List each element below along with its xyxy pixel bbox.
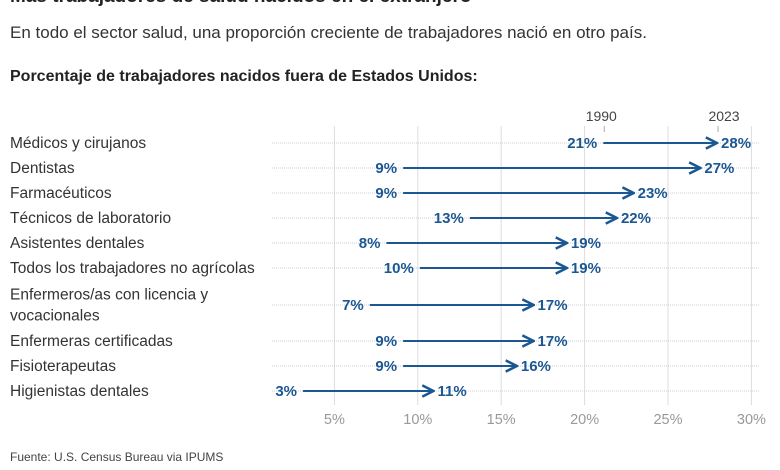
value-1990: 21% bbox=[567, 135, 597, 152]
value-1990: 9% bbox=[375, 333, 397, 350]
category-label: Farmacéuticos bbox=[10, 185, 112, 202]
value-1990: 3% bbox=[275, 383, 297, 400]
x-tick-label: 10% bbox=[403, 412, 432, 428]
category-label: Asistentes dentales bbox=[10, 235, 145, 252]
value-2023: 16% bbox=[521, 358, 551, 375]
category-label: Fisioterapeutas bbox=[10, 358, 116, 375]
chart-heading: Porcentaje de trabajadores nacidos fuera… bbox=[10, 68, 478, 85]
value-1990: 9% bbox=[375, 160, 397, 177]
x-tick-label: 15% bbox=[487, 412, 516, 428]
year-label-end: 2023 bbox=[708, 108, 739, 124]
source-note: Fuente: U.S. Census Bureau via IPUMS bbox=[10, 450, 224, 464]
category-label: Médicos y cirujanos bbox=[10, 135, 146, 152]
chart-title: Más trabajadores de salud nacidos en el … bbox=[10, 0, 471, 8]
category-label: Técnicos de laboratorio bbox=[10, 210, 171, 227]
category-label: Enfermeras certificadas bbox=[10, 333, 173, 350]
value-1990: 9% bbox=[375, 185, 397, 202]
x-tick-label: 30% bbox=[737, 412, 766, 428]
category-label: Todos los trabajadores no agrícolas bbox=[10, 260, 255, 277]
category-label: Higienistas dentales bbox=[10, 383, 149, 400]
value-2023: 17% bbox=[538, 297, 568, 314]
value-2023: 28% bbox=[721, 135, 751, 152]
value-2023: 11% bbox=[437, 383, 466, 400]
value-2023: 17% bbox=[538, 333, 568, 350]
value-1990: 7% bbox=[342, 297, 364, 314]
value-2023: 27% bbox=[704, 160, 734, 177]
category-label: Enfermeros/as con licencia y bbox=[10, 287, 208, 304]
value-2023: 23% bbox=[638, 185, 668, 202]
value-2023: 19% bbox=[571, 260, 601, 277]
x-tick-label: 5% bbox=[324, 412, 345, 428]
year-label-start: 1990 bbox=[586, 108, 617, 124]
x-tick-label: 20% bbox=[570, 412, 599, 428]
value-1990: 9% bbox=[375, 358, 397, 375]
chart-subtitle: En todo el sector salud, una proporción … bbox=[10, 23, 647, 42]
value-2023: 19% bbox=[571, 235, 601, 252]
value-1990: 10% bbox=[384, 260, 414, 277]
value-2023: 22% bbox=[621, 210, 651, 227]
value-1990: 13% bbox=[434, 210, 464, 227]
value-1990: 8% bbox=[359, 235, 381, 252]
category-label: Dentistas bbox=[10, 160, 75, 177]
category-label: vocacionales bbox=[10, 308, 100, 325]
x-tick-label: 25% bbox=[653, 412, 682, 428]
